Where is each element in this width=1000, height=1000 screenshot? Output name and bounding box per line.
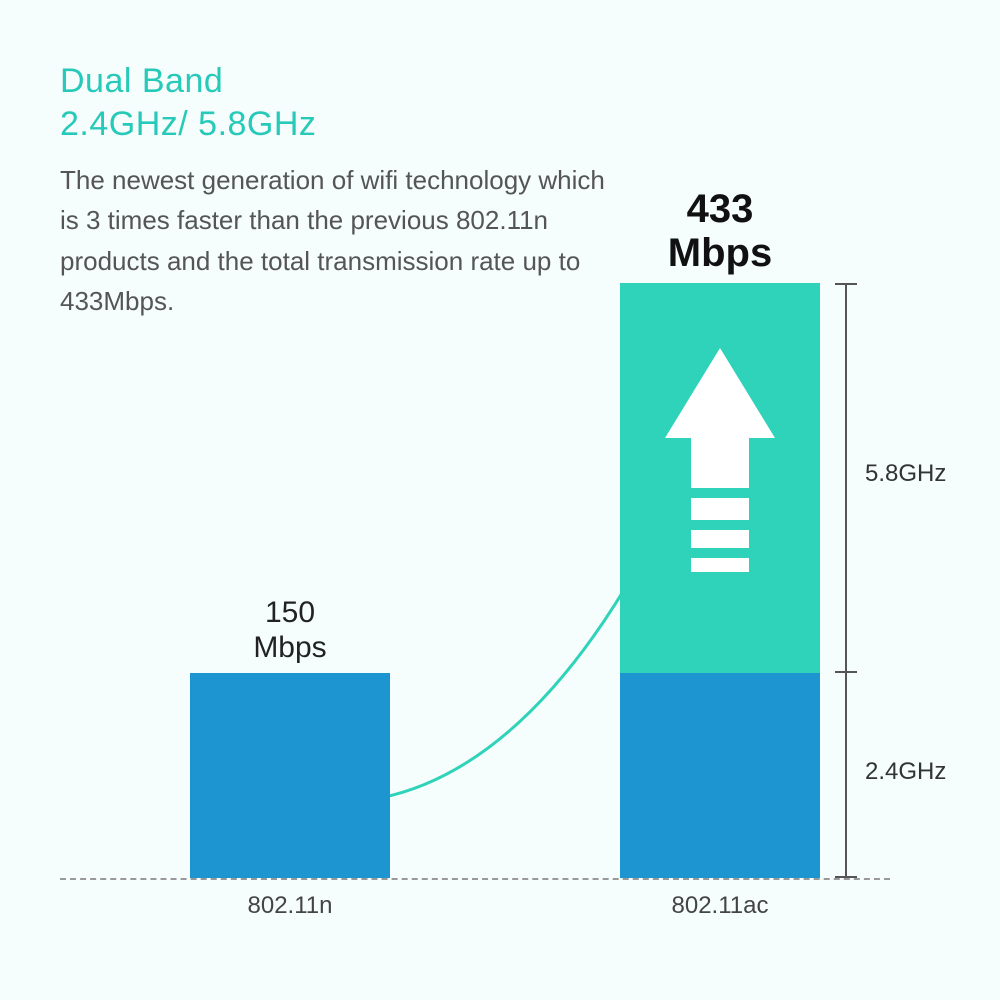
scale-tick-mid	[835, 671, 857, 673]
bar-80211n-label: 150 Mbps	[190, 596, 390, 665]
bar-80211ac-unit: Mbps	[668, 231, 772, 275]
bar-80211ac-segment-24ghz	[620, 673, 820, 878]
scale-tick-bottom	[835, 876, 857, 878]
arrow-dash-2	[691, 530, 749, 548]
bar-80211ac-value: 433	[687, 187, 754, 231]
scale-label-24ghz: 2.4GHz	[865, 758, 946, 786]
arrow-dash-1	[691, 498, 749, 520]
scale-line	[845, 283, 847, 878]
scale-bracket: 2.4GHz 5.8GHz	[835, 283, 935, 878]
chart-baseline	[60, 878, 890, 880]
bar-chart: 150 Mbps 802.11n 433 Mbps 802.11ac	[60, 300, 940, 940]
category-label-80211n: 802.11n	[190, 892, 390, 920]
arrow-stem	[691, 438, 749, 488]
bar-80211n-value: 150	[265, 596, 315, 629]
scale-label-58ghz: 5.8GHz	[865, 460, 946, 488]
title-line-1: Dual Band	[60, 62, 223, 100]
title-line-2: 2.4GHz/ 5.8GHz	[60, 105, 316, 143]
arrow-dash-3	[691, 558, 749, 572]
up-arrow-icon	[665, 348, 775, 578]
bar-80211ac-label: 433 Mbps	[600, 187, 840, 275]
description-text: The newest generation of wifi technology…	[60, 160, 620, 321]
bar-80211n	[190, 673, 390, 878]
category-label-80211ac: 802.11ac	[620, 892, 820, 920]
title: Dual Band 2.4GHz/ 5.8GHz	[60, 60, 316, 145]
bar-80211n-unit: Mbps	[253, 631, 326, 664]
infographic: Dual Band 2.4GHz/ 5.8GHz The newest gene…	[0, 0, 1000, 1000]
scale-tick-top	[835, 283, 857, 285]
arrow-head	[665, 348, 775, 438]
